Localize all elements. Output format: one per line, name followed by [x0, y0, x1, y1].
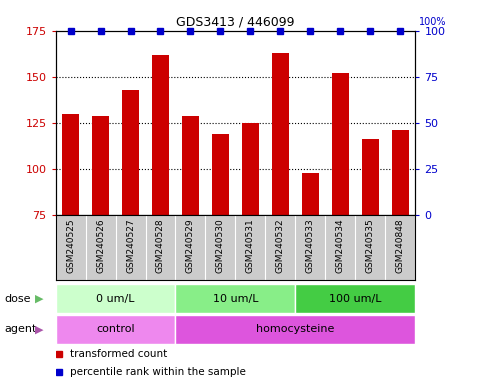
Bar [182, 116, 199, 215]
Text: GSM240535: GSM240535 [366, 218, 375, 273]
Bar [296, 284, 415, 313]
Text: GSM240530: GSM240530 [216, 218, 225, 273]
Text: 100%: 100% [419, 17, 446, 27]
Text: ▶: ▶ [35, 324, 44, 334]
Text: homocysteine: homocysteine [256, 324, 335, 334]
Text: 0 um/L: 0 um/L [96, 293, 135, 304]
Text: GSM240534: GSM240534 [336, 218, 345, 273]
Text: GSM240528: GSM240528 [156, 218, 165, 273]
Text: transformed count: transformed count [70, 349, 167, 359]
Text: dose: dose [5, 293, 31, 304]
Text: control: control [96, 324, 135, 334]
Text: GSM240526: GSM240526 [96, 218, 105, 273]
Bar [362, 139, 379, 215]
Text: GSM240527: GSM240527 [126, 218, 135, 273]
Text: GSM240532: GSM240532 [276, 218, 285, 273]
Bar [56, 284, 175, 313]
Bar [175, 284, 296, 313]
Text: ▶: ▶ [35, 293, 44, 304]
Bar [242, 123, 259, 215]
Bar [272, 53, 289, 215]
Text: GSM240529: GSM240529 [186, 218, 195, 273]
Text: GSM240848: GSM240848 [396, 218, 405, 273]
Bar [56, 315, 175, 344]
Text: 100 um/L: 100 um/L [329, 293, 382, 304]
Bar [152, 55, 169, 215]
Bar [302, 173, 319, 215]
Bar [332, 73, 349, 215]
Bar [392, 130, 409, 215]
Bar [175, 315, 415, 344]
Text: GSM240531: GSM240531 [246, 218, 255, 273]
Text: GSM240533: GSM240533 [306, 218, 315, 273]
Bar [62, 114, 79, 215]
Text: 10 um/L: 10 um/L [213, 293, 258, 304]
Text: agent: agent [5, 324, 37, 334]
Text: GSM240525: GSM240525 [66, 218, 75, 273]
Bar [122, 90, 139, 215]
Bar [92, 116, 109, 215]
Text: percentile rank within the sample: percentile rank within the sample [70, 366, 246, 377]
Title: GDS3413 / 446099: GDS3413 / 446099 [176, 15, 295, 28]
Bar [212, 134, 229, 215]
